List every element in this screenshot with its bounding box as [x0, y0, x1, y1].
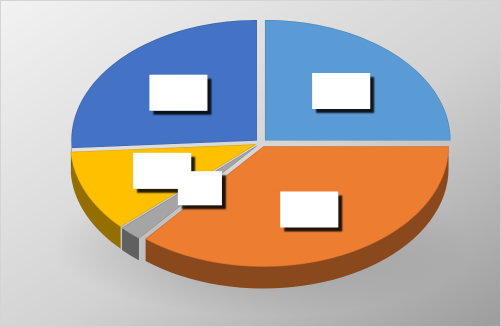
- data-label-3: [177, 171, 222, 206]
- data-label-5: [149, 74, 208, 111]
- pie-slice-side-2: [145, 146, 449, 289]
- data-label-2: [280, 191, 339, 228]
- data-label-1: [312, 73, 371, 109]
- pie-slice-side-4: [70, 152, 121, 249]
